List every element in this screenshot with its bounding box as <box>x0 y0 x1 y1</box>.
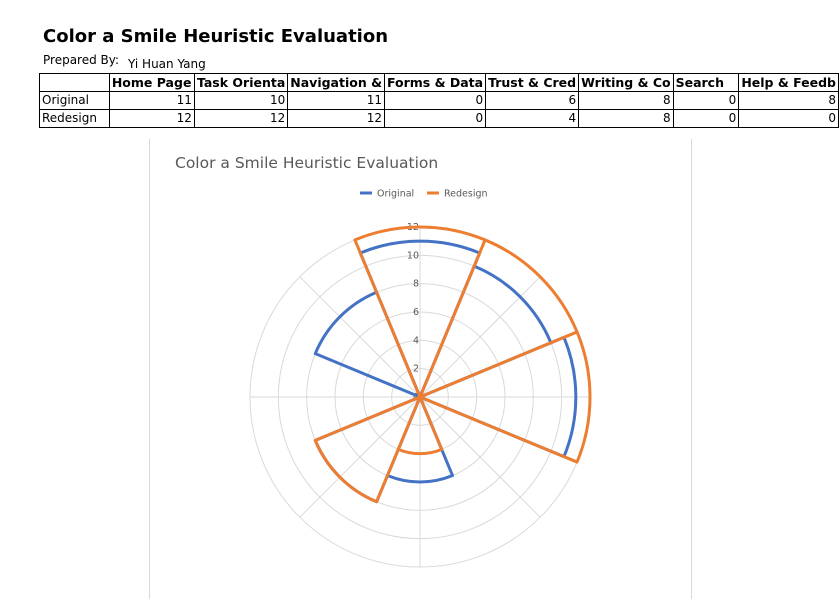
value-cell[interactable]: 12 <box>287 109 385 128</box>
value-cell[interactable]: 12 <box>108 109 195 128</box>
value-cell[interactable]: 11 <box>287 91 385 110</box>
legend-label-redesign: Redesign <box>444 189 488 200</box>
value-cell[interactable]: 0 <box>383 109 487 128</box>
value-cell[interactable]: 8 <box>578 109 674 128</box>
value-cell[interactable]: 11 <box>108 91 195 110</box>
header-cell[interactable]: Forms & Data <box>383 73 487 92</box>
header-cell[interactable]: Writing & Co <box>578 73 674 92</box>
radar-series <box>313 225 592 504</box>
value-cell[interactable]: 4 <box>485 109 580 128</box>
legend: Original Redesign <box>360 189 488 200</box>
chart-title: Color a Smile Heuristic Evaluation <box>175 154 438 172</box>
grid-spoke <box>299 276 421 398</box>
prepared-by-label: Prepared By: <box>43 53 120 67</box>
table-row: Redesign 12 12 12 0 4 8 0 0 <box>39 109 839 128</box>
header-row: Home Page Task Orienta Navigation & Form… <box>39 73 839 92</box>
value-cell[interactable]: 10 <box>193 91 289 110</box>
value-cell[interactable]: 6 <box>485 91 580 110</box>
header-cell[interactable]: Help & Feedb <box>738 73 839 92</box>
header-cell[interactable]: Navigation & <box>287 73 385 92</box>
tick-label: 10 <box>407 250 419 261</box>
grid-spoke <box>299 396 421 518</box>
tick-label: 6 <box>413 307 419 318</box>
table-row: Original 11 10 11 0 6 8 0 8 <box>39 91 839 110</box>
data-table: Home Page Task Orienta Navigation & Form… <box>39 73 839 128</box>
series-redesign <box>313 225 592 504</box>
sheet-title: Color a Smile Heuristic Evaluation <box>43 26 389 47</box>
value-cell[interactable]: 0 <box>383 91 487 110</box>
value-cell[interactable]: 8 <box>738 91 839 110</box>
tick-label: 2 <box>413 364 419 375</box>
chart-area[interactable]: Color a Smile Heuristic Evaluation Origi… <box>149 139 692 599</box>
radar-chart: Color a Smile Heuristic Evaluation Origi… <box>175 154 592 568</box>
value-cell[interactable]: 8 <box>578 91 674 110</box>
value-cell[interactable]: 0 <box>672 109 740 128</box>
header-cell[interactable]: Trust & Cred <box>485 73 580 92</box>
corner-cell[interactable] <box>39 73 110 92</box>
header-cell[interactable]: Home Page <box>108 73 195 92</box>
row-label[interactable]: Redesign <box>39 109 110 128</box>
grid-spoke <box>419 396 541 518</box>
legend-label-original: Original <box>377 189 414 200</box>
grid-spoke <box>419 276 541 398</box>
value-cell[interactable]: 0 <box>672 91 740 110</box>
tick-label: 8 <box>413 279 419 290</box>
row-label[interactable]: Original <box>39 91 110 110</box>
value-cell[interactable]: 0 <box>738 109 839 128</box>
radar-grid <box>249 226 591 568</box>
header-cell[interactable]: Task Orienta <box>193 73 289 92</box>
prepared-by-name[interactable]: Yi Huan Yang <box>128 57 206 71</box>
value-cell[interactable]: 12 <box>193 109 289 128</box>
tick-label: 4 <box>413 335 419 346</box>
header-cell[interactable]: Search <box>672 73 740 92</box>
